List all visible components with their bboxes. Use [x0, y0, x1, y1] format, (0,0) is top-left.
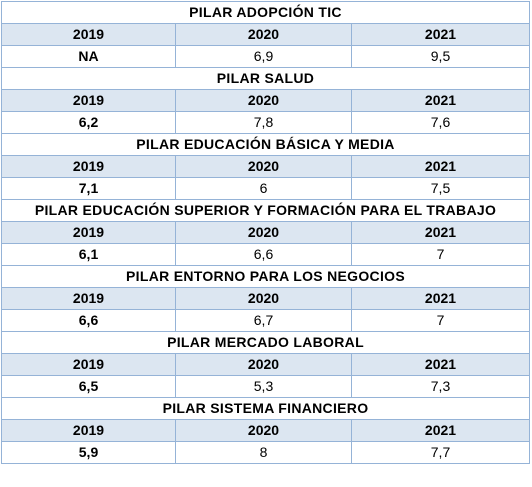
value-row: 6,1 6,6 7	[1, 243, 531, 266]
pillar-title-row: PILAR SISTEMA FINANCIERO	[0, 397, 531, 420]
year-header-row: 2019 2020 2021	[1, 419, 531, 442]
year-header-cell: 2019	[1, 89, 176, 112]
year-header-row: 2019 2020 2021	[1, 221, 531, 244]
value-cell: 5,9	[1, 441, 176, 464]
value-cell: 6,6	[175, 243, 352, 266]
pillar-title-row: PILAR EDUCACIÓN BÁSICA Y MEDIA	[0, 133, 531, 156]
pillars-table-body: PILAR ADOPCIÓN TIC 2019 2020 2021 NA 6,9 9,5 PI…	[0, 1, 531, 464]
year-header-cell: 2021	[350, 89, 531, 112]
value-cell: 7,1	[1, 177, 176, 200]
year-header-cell: 2019	[1, 287, 176, 310]
value-cell: 6,6	[1, 309, 176, 332]
year-header-cell: 2021	[350, 287, 531, 310]
value-cell: NA	[1, 45, 176, 68]
value-row: 7,1 6 7,5	[1, 177, 531, 200]
year-header-cell: 2020	[175, 221, 352, 244]
year-header-cell: 2019	[1, 221, 176, 244]
value-row: 6,2 7,8 7,6	[1, 111, 531, 134]
value-cell: 6,5	[1, 375, 176, 398]
year-header-cell: 2021	[350, 155, 531, 178]
pillar-title: PILAR EDUCACIÓN SUPERIOR Y FORMACIÓN PAR…	[0, 199, 531, 222]
year-header-cell: 2021	[350, 419, 531, 442]
year-header-cell: 2020	[175, 353, 352, 376]
pillar-title: PILAR ENTORNO PARA LOS NEGOCIOS	[0, 265, 531, 288]
pillar-title-row: PILAR EDUCACIÓN SUPERIOR Y FORMACIÓN PAR…	[0, 199, 531, 222]
year-header-cell: 2020	[175, 23, 352, 46]
pillar-title-row: PILAR ENTORNO PARA LOS NEGOCIOS	[0, 265, 531, 288]
pillar-title-row: PILAR SALUD	[0, 67, 531, 90]
year-header-row: 2019 2020 2021	[1, 287, 531, 310]
pillars-table: PILAR ADOPCIÓN TIC 2019 2020 2021 NA 6,9 9,5 PI…	[0, 1, 531, 464]
year-header-cell: 2021	[350, 221, 531, 244]
value-row: 6,6 6,7 7	[1, 309, 531, 332]
value-cell: 6	[175, 177, 352, 200]
value-cell: 9,5	[350, 45, 531, 68]
year-header-row: 2019 2020 2021	[1, 353, 531, 376]
value-cell: 5,3	[175, 375, 352, 398]
value-cell: 7	[350, 309, 531, 332]
year-header-cell: 2020	[175, 287, 352, 310]
year-header-row: 2019 2020 2021	[1, 23, 531, 46]
value-cell: 7,7	[350, 441, 531, 464]
value-cell: 6,9	[175, 45, 352, 68]
value-row: NA 6,9 9,5	[1, 45, 531, 68]
value-cell: 7	[350, 243, 531, 266]
value-cell: 7,3	[350, 375, 531, 398]
year-header-cell: 2019	[1, 419, 176, 442]
pillar-title-row: PILAR ADOPCIÓN TIC	[0, 1, 531, 24]
year-header-row: 2019 2020 2021	[1, 155, 531, 178]
year-header-row: 2019 2020 2021	[1, 89, 531, 112]
value-row: 6,5 5,3 7,3	[1, 375, 531, 398]
year-header-cell: 2021	[350, 353, 531, 376]
pillar-title: PILAR ADOPCIÓN TIC	[0, 1, 531, 24]
value-cell: 6,7	[175, 309, 352, 332]
year-header-cell: 2019	[1, 155, 176, 178]
year-header-cell: 2020	[175, 89, 352, 112]
year-header-cell: 2019	[1, 353, 176, 376]
value-cell: 8	[175, 441, 352, 464]
year-header-cell: 2021	[350, 23, 531, 46]
value-cell: 7,6	[350, 111, 531, 134]
pillar-title: PILAR EDUCACIÓN BÁSICA Y MEDIA	[0, 133, 531, 156]
value-cell: 7,5	[350, 177, 531, 200]
year-header-cell: 2020	[175, 419, 352, 442]
pillar-title: PILAR SALUD	[0, 67, 531, 90]
pillar-title-row: PILAR MERCADO LABORAL	[0, 331, 531, 354]
value-cell: 6,2	[1, 111, 176, 134]
pillar-title: PILAR MERCADO LABORAL	[0, 331, 531, 354]
year-header-cell: 2020	[175, 155, 352, 178]
year-header-cell: 2019	[1, 23, 176, 46]
value-cell: 6,1	[1, 243, 176, 266]
value-cell: 7,8	[175, 111, 352, 134]
value-row: 5,9 8 7,7	[1, 441, 531, 464]
pillar-title: PILAR SISTEMA FINANCIERO	[0, 397, 531, 420]
